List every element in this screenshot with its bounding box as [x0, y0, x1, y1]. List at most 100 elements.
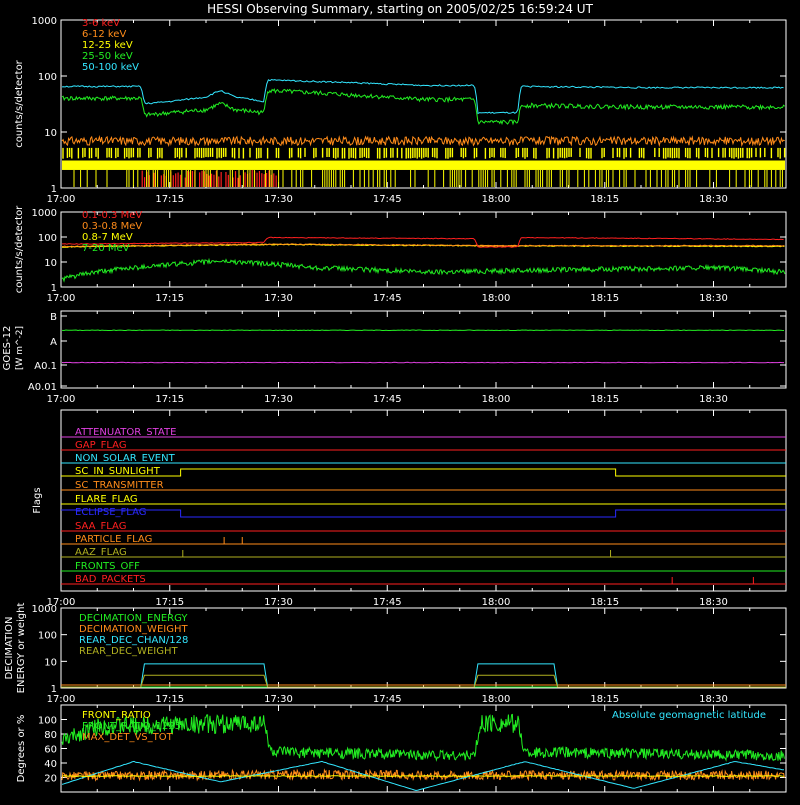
p5-time-tick-0: 17:00 — [47, 694, 76, 705]
p5-legend-2: REAR_DEC_CHAN/128 — [79, 635, 188, 646]
p1-series-1 — [61, 135, 785, 148]
p4-flag-8 — [61, 537, 786, 545]
p5-time-tick-1: 17:15 — [155, 694, 184, 705]
p1-time-tick-2: 17:30 — [264, 194, 293, 205]
p2-time-tick-1: 17:15 — [155, 293, 184, 304]
p2-ytick-0: 1000 — [32, 208, 57, 219]
p2-time-tick-4: 18:00 — [482, 293, 511, 304]
p5-legend-3: REAR_DEC_WEIGHT — [79, 646, 178, 657]
p5-legend-0: DECIMATION_ENERGY — [79, 613, 188, 624]
p4-flag-9 — [61, 550, 786, 558]
p6-series-3 — [61, 760, 784, 792]
p4-flag-11 — [61, 577, 786, 585]
p6-legend-3: Absolute geomagnetic latitude — [612, 710, 766, 721]
p3-time-tick-4: 18:00 — [482, 394, 511, 405]
p4-legend-1: GAP_FLAG — [75, 440, 127, 451]
p4-time-tick-5: 18:15 — [590, 597, 619, 608]
p1-ytick-1: 100 — [38, 72, 57, 83]
p5-legend-1: DECIMATION_WEIGHT — [79, 624, 188, 635]
p6-series-1 — [61, 713, 785, 762]
p4-legend-10: FRONTS_OFF — [75, 561, 140, 572]
p1-ytick-0: 1000 — [32, 16, 57, 27]
p4-legend-3: SC_IN_SUNLIGHT — [75, 466, 161, 477]
p6-ytick-4: 20 — [44, 774, 57, 785]
p2-ytick-3: 1 — [51, 283, 57, 294]
p4-legend-5: FLARE_FLAG — [75, 494, 138, 505]
p3-time-tick-6: 18:30 — [699, 394, 728, 405]
p4-time-tick-4: 18:00 — [482, 597, 511, 608]
p2-legend-2: 0.8-7 MeV — [82, 232, 133, 243]
p4-ylabel: Flags — [32, 487, 43, 513]
p4-time-tick-3: 17:45 — [373, 597, 402, 608]
p1-legend-4: 50-100 keV — [82, 62, 139, 73]
p4-time-tick-6: 18:30 — [699, 597, 728, 608]
p3-ylabel-unit: [W m^-2] — [15, 326, 25, 370]
p3-ytick-1: A — [50, 337, 57, 348]
p6-ytick-1: 80 — [44, 730, 57, 741]
p1-series-0 — [141, 170, 277, 187]
p4-time-tick-2: 17:30 — [264, 597, 293, 608]
p4-legend-6: ECLIPSE_FLAG — [75, 507, 146, 518]
p5-series-3 — [61, 674, 786, 688]
p6-legend-1: FRONT_RATIO_1225 — [82, 721, 181, 732]
p3-ytick-3: A0.01 — [28, 382, 57, 393]
p1-ylabel: counts/s/detector — [14, 59, 25, 147]
p5-ytick-1: 100 — [38, 631, 57, 642]
p4-legend-0: ATTENUATOR_STATE — [75, 427, 176, 438]
p5-time-tick-3: 17:45 — [373, 694, 402, 705]
p2-series-0 — [62, 236, 784, 248]
p5-ylabel-2: ENERGY or weight — [16, 603, 27, 694]
p3-time-tick-1: 17:15 — [155, 394, 184, 405]
p1-time-tick-5: 18:15 — [590, 194, 619, 205]
p2-legend-3: 7-20 MeV — [82, 243, 130, 254]
p3-time-tick-5: 18:15 — [590, 394, 619, 405]
p4-legend-7: SAA_FLAG — [75, 521, 126, 532]
p2-time-tick-5: 18:15 — [590, 293, 619, 304]
p1-series-3 — [61, 88, 786, 126]
p1-ytick-3: 1 — [51, 184, 57, 195]
p3-time-tick-0: 17:00 — [47, 394, 76, 405]
p3-ytick-2: A0.1 — [34, 361, 57, 372]
p5-time-tick-4: 18:00 — [482, 694, 511, 705]
p3-time-tick-3: 17:45 — [373, 394, 402, 405]
p6-ylabel: Degrees or % — [16, 715, 27, 783]
p2-series-3 — [61, 257, 786, 283]
p1-time-tick-4: 18:00 — [482, 194, 511, 205]
p5-ytick-0: 1000 — [32, 604, 57, 615]
p1-legend-3: 25-50 keV — [82, 51, 133, 62]
p3-ylabel: GOES-12 — [2, 326, 13, 371]
p4-legend-8: PARTICLE_FLAG — [75, 534, 152, 545]
p5-ylabel-1: DECIMATION — [4, 616, 15, 679]
p1-series-2 — [62, 147, 786, 187]
p5-time-tick-5: 18:15 — [590, 694, 619, 705]
p6-ytick-3: 40 — [44, 759, 57, 770]
p3-series-0 — [61, 329, 785, 332]
p4-legend-11: BAD_PACKETS — [75, 574, 146, 585]
figure-title: HESSI Observing Summary, starting on 200… — [207, 2, 593, 16]
p2-series-1 — [62, 243, 785, 248]
p2-ytick-1: 100 — [38, 233, 57, 244]
p4-time-tick-0: 17:00 — [47, 597, 76, 608]
p6-legend-0: FRONT_RATIO — [82, 710, 151, 721]
p4-legend-2: NON_SOLAR_EVENT — [75, 453, 176, 464]
p6-legend-2: MAX_DET_VS_TOT — [82, 732, 174, 743]
p2-time-tick-3: 17:45 — [373, 293, 402, 304]
p1-series-4 — [61, 78, 784, 115]
p1-time-tick-3: 17:45 — [373, 194, 402, 205]
p6-ytick-0: 100 — [38, 716, 57, 727]
p1-time-tick-6: 18:30 — [699, 194, 728, 205]
p3-time-tick-2: 17:30 — [264, 394, 293, 405]
p4-legend-9: AAZ_FLAG — [75, 547, 127, 558]
p2-time-tick-0: 17:00 — [47, 293, 76, 304]
p2-legend-0: 0.1-0.3 MeV — [82, 210, 142, 221]
p1-time-tick-1: 17:15 — [155, 194, 184, 205]
p2-ytick-2: 10 — [44, 258, 57, 269]
p2-time-tick-2: 17:30 — [264, 293, 293, 304]
p2-ylabel: counts/s/detector — [14, 205, 25, 293]
p2-legend-1: 0.3-0.8 MeV — [82, 221, 142, 232]
p5-ytick-2: 10 — [44, 657, 57, 668]
p6-series-2 — [61, 768, 785, 782]
p2-time-tick-6: 18:30 — [699, 293, 728, 304]
